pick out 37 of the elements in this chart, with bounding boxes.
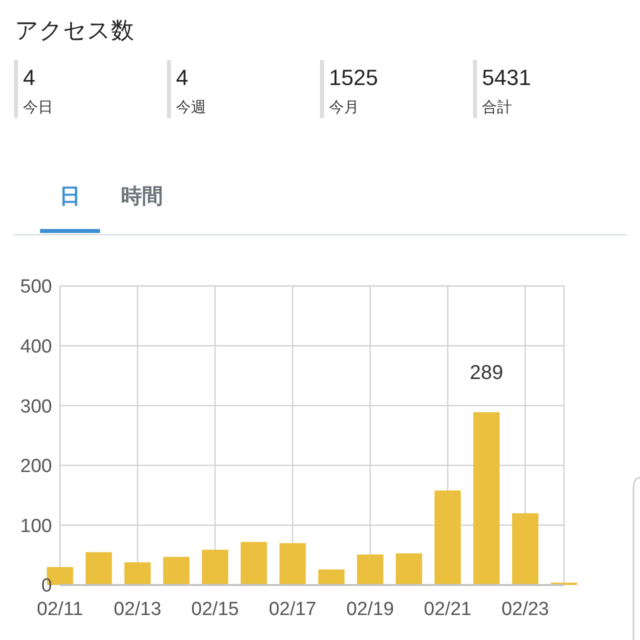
y-tick-label: 500 <box>20 276 52 298</box>
category-label: 今日 <box>23 99 53 116</box>
y-tick-label: 300 <box>20 396 52 418</box>
bar <box>86 552 112 585</box>
x-tick-label: 02/17 <box>268 599 316 620</box>
y-tick-label: 0 <box>41 576 52 597</box>
y-tick-label: 400 <box>20 336 52 358</box>
x-tick-label: 02/15 <box>191 599 239 620</box>
bar <box>279 543 306 585</box>
bar <box>240 542 268 585</box>
bar <box>124 562 151 585</box>
bar <box>512 513 538 585</box>
text: 日 <box>60 185 80 208</box>
x-tick-label: 02/21 <box>424 599 472 620</box>
x-tick-label: 02/13 <box>114 599 162 620</box>
bar <box>163 556 190 585</box>
x-tick-label: 02/19 <box>346 599 394 620</box>
category-label: 今月 <box>329 99 359 116</box>
category-label: 合計 <box>482 99 512 116</box>
category-label: 今週 <box>176 99 206 116</box>
bar <box>396 553 422 585</box>
data-label: 289 <box>470 362 504 384</box>
text: 時間 <box>121 185 163 208</box>
y-tick-label: 100 <box>20 516 52 537</box>
data-label: 1525 <box>329 65 378 90</box>
bar <box>434 490 461 585</box>
data-label: 4 <box>176 65 188 90</box>
bar <box>318 569 345 585</box>
y-tick-label: 200 <box>20 456 52 478</box>
bar <box>473 412 500 585</box>
data-label: 5431 <box>482 65 531 90</box>
bar <box>356 554 384 585</box>
text: アクセス数 <box>15 17 134 43</box>
x-tick-label: 02/23 <box>501 599 550 620</box>
bar <box>202 550 228 585</box>
data-label: 4 <box>23 65 36 90</box>
x-tick-label: 02/11 <box>36 599 84 620</box>
